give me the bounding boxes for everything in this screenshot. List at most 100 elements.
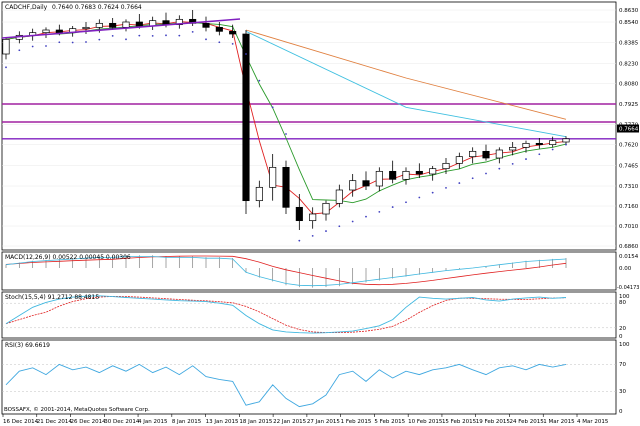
price-tick-label: 0.8230	[619, 61, 639, 67]
sar-dot	[538, 153, 541, 156]
sar-dot	[85, 41, 87, 43]
sar-dot	[525, 158, 527, 160]
sar-dot	[98, 38, 101, 41]
price-tick-label: 0.8540	[619, 20, 639, 26]
sar-dot	[231, 42, 234, 45]
date-tick-label: 26 Dec 2014	[71, 419, 107, 425]
candle-body	[255, 186, 263, 202]
rsi-pane[interactable]	[1, 339, 617, 415]
date-tick-label: 15 Feb 2015	[442, 419, 477, 425]
sar-dot	[191, 30, 194, 33]
candle-body	[242, 33, 250, 202]
macd-indicator	[5, 255, 567, 288]
macd-scale-zero: 0.00	[619, 266, 632, 272]
sar-dot	[111, 34, 114, 37]
rsi-tick-70: 70	[619, 362, 626, 368]
sar-dot	[418, 196, 421, 199]
price-tick-label: 0.7465	[619, 163, 639, 169]
date-tick-label: 1 Mar 2015	[543, 419, 575, 425]
candle-body	[442, 162, 450, 170]
date-tick-label: 16 Dec 2014	[3, 419, 39, 425]
date-tick-label: 13 Jan 2015	[206, 419, 239, 425]
stoch-tick-100: 100	[619, 294, 630, 300]
trend-line[interactable]	[1, 18, 241, 39]
copyright-watermark: BOSSAFX, © 2001-2014, MetaQuotes Softwar…	[4, 406, 150, 413]
candle-body	[2, 38, 10, 55]
sar-dot	[18, 49, 21, 52]
stoch-pane[interactable]	[1, 291, 617, 339]
candle-body	[295, 206, 303, 222]
candle-body	[522, 142, 530, 148]
candle-body	[535, 142, 543, 146]
horizontal-levels	[2, 103, 616, 140]
candle-body	[175, 18, 183, 26]
sar-dot	[511, 162, 514, 165]
date-tick-label: 4 Jan 2015	[138, 419, 168, 425]
candle-body	[282, 166, 290, 208]
candle-body	[549, 140, 557, 146]
instrument-label: CADCHF,Daily	[5, 4, 48, 11]
date-tick-label: 19 Feb 2015	[476, 419, 511, 425]
candle-body	[495, 149, 503, 159]
stoch-tick-0: 0	[619, 334, 623, 340]
current-price-label: 0.7664	[619, 127, 639, 133]
price-tick-label: 0.8385	[619, 41, 639, 47]
sar-dot	[378, 210, 381, 213]
rsi-tick-100: 100	[619, 342, 630, 348]
sar-dot	[445, 186, 447, 189]
macd-scale-bottom: -0.04173	[617, 285, 639, 291]
candle-body	[375, 170, 383, 187]
sar-dot	[485, 172, 487, 175]
candle-body	[82, 26, 90, 30]
candle-body	[335, 189, 343, 204]
candle-body	[389, 170, 397, 180]
rsi-tick-30: 30	[619, 389, 626, 395]
candle-body	[562, 138, 570, 143]
sar-dot	[165, 34, 167, 37]
candle-body	[95, 22, 103, 28]
sar-dot	[138, 34, 141, 37]
stoch-label: Stoch(15,5,4) 91.2712 88.4815	[5, 294, 99, 301]
macd-scale-top: 0.0154	[619, 254, 639, 260]
sar-dot	[245, 53, 247, 55]
candle-body	[202, 22, 210, 28]
sar-dot	[431, 191, 434, 194]
sar-dot	[285, 133, 287, 135]
main-price-pane[interactable]	[1, 1, 617, 251]
price-tick-label: 0.7620	[619, 143, 639, 149]
sar-dot	[71, 41, 74, 44]
candle-body	[362, 180, 370, 187]
price-tick-label: 0.7010	[619, 224, 639, 230]
date-tick-label: 5 Feb 2015	[374, 419, 405, 425]
date-tick-label: 21 Dec 2014	[37, 419, 73, 425]
sar-dot	[151, 34, 154, 37]
candle-body	[109, 22, 117, 28]
sar-dot	[178, 34, 181, 37]
ohlc-values: 0.7640 0.7683 0.7624 0.7664	[52, 4, 142, 11]
sar-dot	[325, 230, 327, 232]
stoch-tick-20: 20	[619, 326, 626, 332]
candle-body	[322, 202, 330, 215]
price-tick-label: 0.8080	[619, 81, 639, 87]
macd-pane[interactable]	[1, 251, 617, 291]
sar-dot	[45, 45, 47, 47]
sar-dot	[311, 234, 314, 237]
date-tick-label: 30 Dec 2014	[104, 419, 140, 425]
sar-dot	[565, 143, 567, 146]
sar-dot	[31, 45, 34, 48]
candle-body	[55, 29, 63, 34]
date-tick-label: 18 Jan 2015	[239, 419, 272, 425]
price-tick-label: 0.7310	[619, 184, 639, 190]
candle-body	[469, 150, 477, 158]
candle-body	[482, 150, 490, 159]
sar-dot	[338, 225, 341, 228]
sar-dot	[458, 182, 461, 184]
date-tick-label: 27 Jan 2015	[307, 419, 340, 425]
sar-dot	[5, 66, 7, 69]
candle-body	[215, 26, 223, 32]
stoch-main-line	[5, 295, 567, 334]
price-tick-label: 0.7160	[619, 204, 639, 210]
